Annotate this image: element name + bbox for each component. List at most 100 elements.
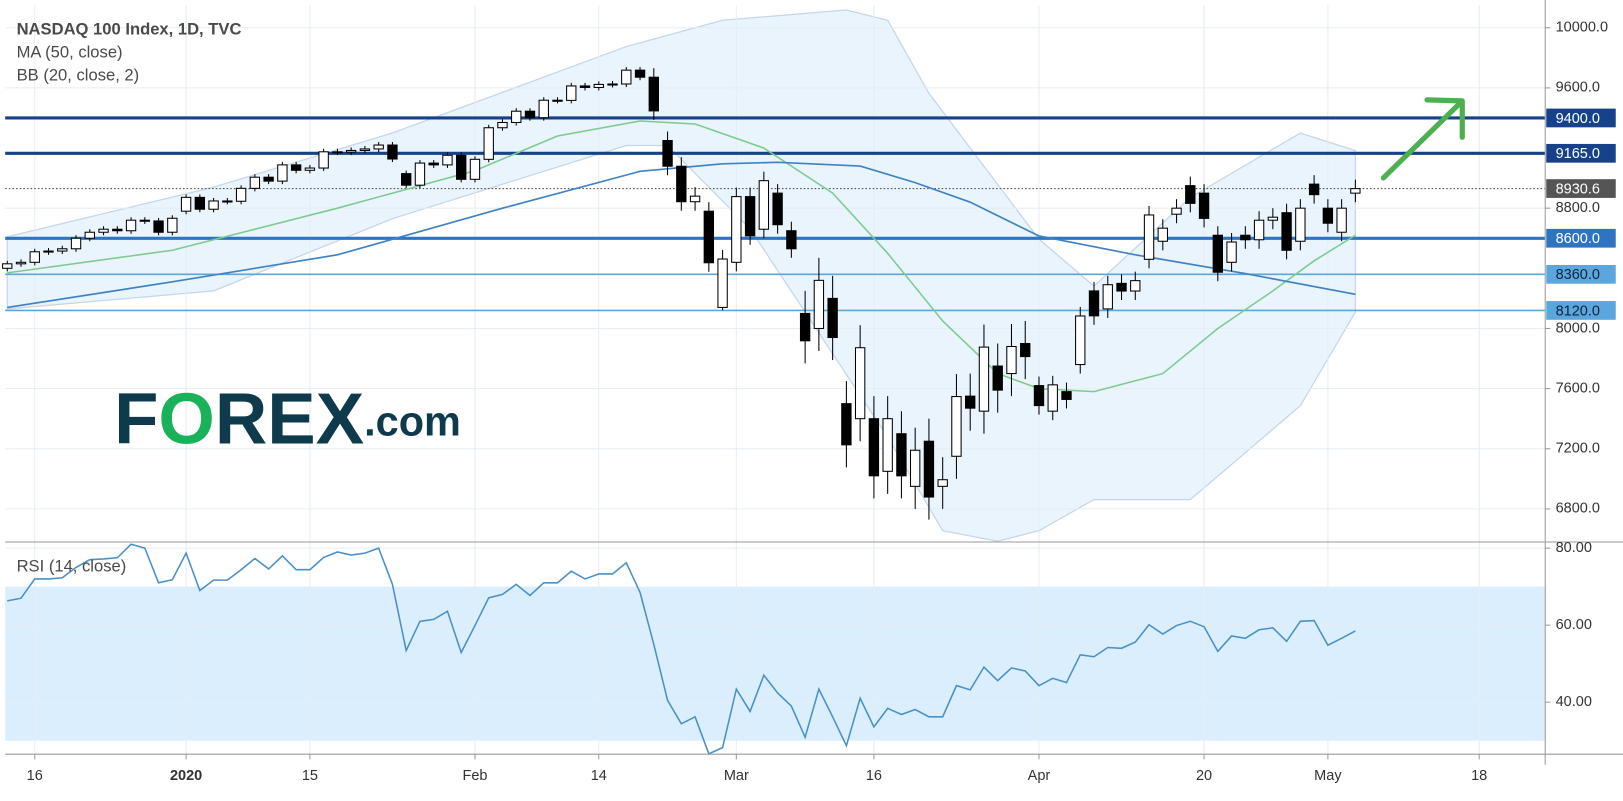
candle-body	[125, 219, 137, 232]
y-tick-label: 10000.0	[1556, 20, 1608, 36]
candle-body	[1322, 207, 1334, 224]
candle-body	[15, 261, 27, 265]
candle-body	[359, 148, 371, 151]
y-tick-label: 8800.0	[1556, 200, 1600, 216]
candle-body	[249, 176, 261, 189]
candle-body	[1157, 227, 1168, 242]
x-tick-label: 2020	[170, 768, 202, 784]
candle-body	[387, 144, 398, 160]
candle-body	[29, 251, 40, 263]
back-layer	[5, 5, 1546, 755]
x-tick-label: 16	[27, 768, 43, 784]
candle-body	[552, 99, 563, 102]
line-layer	[5, 116, 1546, 755]
candle-body	[456, 154, 467, 180]
candle-body	[1088, 290, 1100, 317]
candle-body	[1350, 188, 1361, 194]
candle-body	[689, 195, 701, 203]
candle-body	[1006, 345, 1017, 375]
x-tick-label: 15	[302, 768, 318, 784]
level-label: 9165.0	[1556, 146, 1600, 162]
candle-body	[263, 176, 274, 182]
arrow-head	[1424, 97, 1465, 140]
candle-body	[607, 83, 618, 86]
candle-body	[1130, 280, 1141, 292]
candle-body	[290, 164, 302, 171]
candle-body	[524, 110, 536, 119]
level-label-box	[1546, 301, 1616, 320]
candle-body	[511, 110, 522, 123]
candle-body	[978, 346, 990, 412]
x-tick-label: 16	[866, 768, 882, 784]
candle-body	[2, 263, 13, 269]
x-tick-label: May	[1314, 768, 1342, 784]
logo-part: F	[114, 379, 158, 460]
candle-body	[868, 418, 880, 477]
candle-body	[469, 158, 481, 180]
bollinger-band	[6, 9, 1357, 542]
candle-body	[373, 144, 384, 150]
candle-body	[662, 140, 673, 167]
candle-body	[1171, 207, 1182, 215]
candle-body	[194, 196, 206, 210]
indicator-label: BB (20, close, 2)	[17, 65, 140, 84]
candle-body	[1295, 207, 1306, 242]
x-tick-label: Mar	[724, 768, 749, 784]
front-layer: NASDAQ 100 Index, 1D, TVC MA (50, close)…	[5, 0, 1623, 784]
rsi-tick-label: 60.00	[1556, 617, 1592, 633]
y-tick-label: 7600.0	[1556, 380, 1600, 396]
candle-body	[139, 219, 150, 222]
logo-part: O	[158, 379, 214, 460]
candle-body	[1061, 391, 1072, 400]
candle-body	[538, 99, 549, 119]
candle-body	[442, 154, 453, 166]
candle-body	[992, 365, 1003, 391]
candle-body	[70, 237, 82, 250]
candle-body	[923, 440, 935, 498]
level-label-box	[1546, 264, 1616, 284]
candle-body	[1020, 342, 1031, 358]
candle-body	[57, 248, 68, 252]
candle-body	[414, 162, 426, 186]
candle-body	[854, 347, 866, 420]
rsi-title: RSI (14, close)	[17, 556, 127, 575]
rsi-band	[5, 586, 1546, 741]
candle-body	[909, 449, 921, 487]
y-tick-label: 6800.0	[1556, 501, 1600, 517]
candle-body	[813, 279, 825, 329]
candle-body	[951, 396, 962, 457]
candle-body	[579, 85, 591, 88]
x-tick-label: 18	[1471, 768, 1487, 784]
candle-body	[621, 69, 632, 85]
level-label: 8120.0	[1556, 303, 1600, 319]
candle-body	[965, 395, 976, 409]
candle-body	[277, 164, 288, 182]
x-tick-label: 14	[591, 768, 607, 784]
candle-body	[112, 228, 123, 232]
level-label: 8600.0	[1556, 231, 1600, 247]
candle-body	[43, 250, 54, 253]
y-tick-label: 8000.0	[1556, 320, 1600, 336]
x-tick-label: Feb	[462, 768, 487, 784]
rsi-tick-label: 40.00	[1556, 694, 1592, 710]
y-tick-label: 7200.0	[1556, 441, 1600, 457]
candle-body	[593, 83, 604, 88]
candle-body	[497, 121, 508, 129]
candle-body	[676, 165, 687, 203]
last-price-box	[1546, 179, 1616, 198]
arrow-shaft	[1380, 100, 1463, 181]
candle-body	[1143, 214, 1155, 260]
candle-body	[786, 230, 797, 250]
candle-body	[937, 479, 948, 487]
candle-body	[208, 200, 219, 210]
candle-body	[1281, 212, 1292, 251]
candle-body	[1116, 282, 1127, 292]
candle-body	[882, 418, 893, 472]
candle-body	[401, 173, 412, 186]
candle-body	[167, 217, 178, 233]
level-label-box	[1546, 143, 1616, 163]
moving-average	[7, 161, 1356, 309]
candle-body	[566, 85, 577, 101]
chart-title: NASDAQ 100 Index, 1D, TVC	[17, 20, 242, 39]
